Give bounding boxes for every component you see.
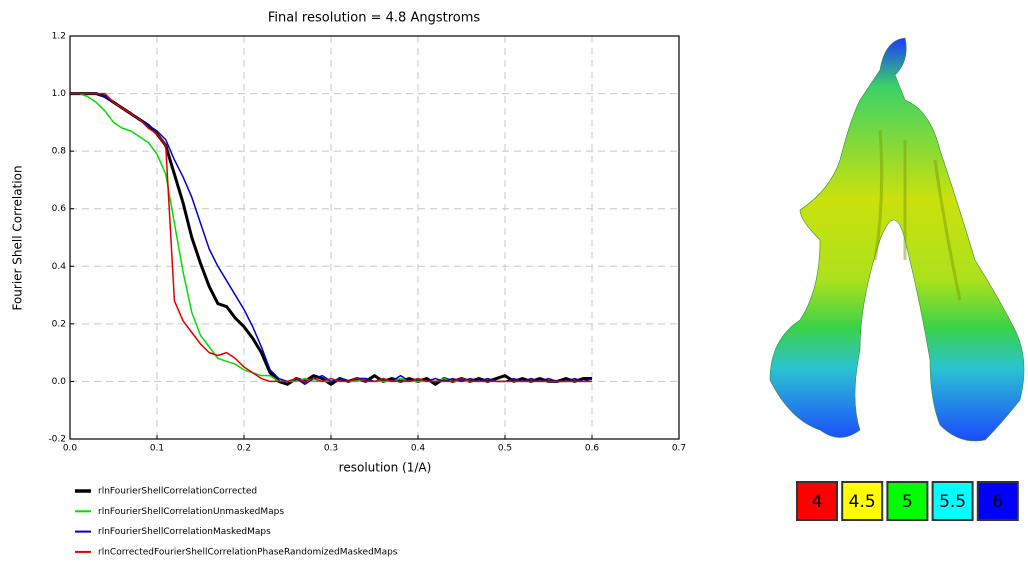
color-key-label: 5.5 xyxy=(939,492,966,512)
color-key-label: 6 xyxy=(992,492,1003,512)
legend-label: rlnFourierShellCorrelationMaskedMaps xyxy=(98,527,271,537)
y-tick-label: 1.2 xyxy=(52,32,66,42)
y-tick-label: 0.2 xyxy=(52,319,66,329)
y-tick-label: 1.0 xyxy=(52,89,67,99)
chart-title: Final resolution = 4.8 Angstroms xyxy=(268,11,481,26)
x-tick-label: 0.7 xyxy=(672,444,686,454)
y-tick-label: 0.0 xyxy=(52,377,67,387)
y-tick-label: 0.4 xyxy=(52,262,67,272)
color-key-label: 4 xyxy=(812,492,823,512)
x-tick-label: 0.1 xyxy=(150,444,164,454)
x-tick-label: 0.0 xyxy=(63,444,78,454)
color-key-label: 4.5 xyxy=(849,492,876,512)
y-tick-label: 0.6 xyxy=(52,204,67,214)
x-tick-label: 0.4 xyxy=(411,444,426,454)
y-tick-label: 0.8 xyxy=(52,147,67,157)
page: Final resolution = 4.8 Angstroms resolut… xyxy=(0,0,1028,559)
x-tick-label: 0.6 xyxy=(585,444,600,454)
x-tick-label: 0.2 xyxy=(237,444,251,454)
x-axis-label: resolution (1/A) xyxy=(339,461,432,475)
density-map xyxy=(770,38,1024,441)
color-key-label: 5 xyxy=(902,492,913,512)
y-axis-label: Fourier Shell Correlation xyxy=(11,165,25,310)
x-tick-label: 0.5 xyxy=(498,444,512,454)
legend-label: rlnFourierShellCorrelationCorrected xyxy=(98,487,257,497)
legend-label: rlnFourierShellCorrelationUnmaskedMaps xyxy=(98,507,284,517)
legend-label: rlnCorrectedFourierShellCorrelationPhase… xyxy=(98,547,398,557)
x-tick-label: 0.3 xyxy=(324,444,338,454)
